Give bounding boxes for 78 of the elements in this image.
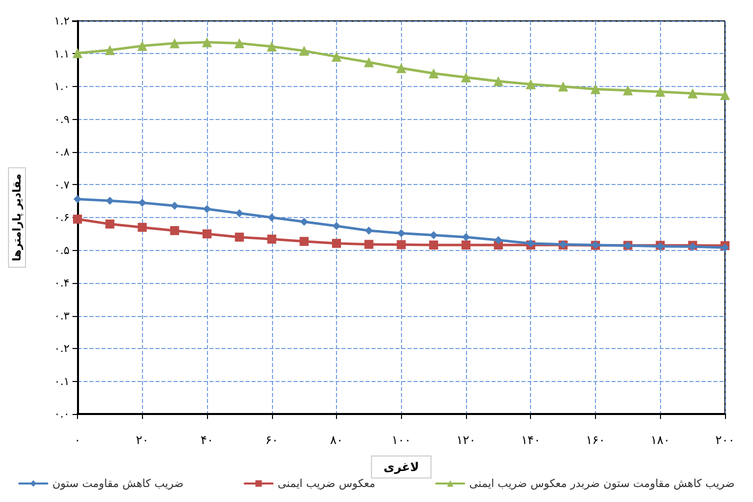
point [235,209,244,218]
x-axis-title: لاغری [383,460,420,474]
point [396,63,406,74]
y-tick-label: ۰.۷ [54,178,70,192]
y-tick-label: ۰.۹ [54,112,70,126]
point [202,37,212,48]
point [332,52,342,62]
x-tick-label: ۴۰ [200,433,214,447]
point [299,46,310,56]
x-tick-label: ۱۴۰ [521,433,540,447]
point [461,72,471,82]
y-tick-label: ۰.۳ [54,309,70,322]
point [267,234,276,244]
point [300,218,308,226]
point [73,214,82,224]
point [655,86,666,97]
point [137,40,148,51]
point [104,45,115,56]
point [720,90,730,100]
point [332,222,340,230]
point [430,231,438,240]
point [721,244,729,252]
legend-label: ضریب کاهش مقاومت ستون [52,477,184,490]
point [234,232,244,242]
point [396,240,406,250]
point [105,220,114,229]
point [429,240,438,250]
legend-label: معکوس ضریب ایمنی [278,477,376,490]
y-tick-label: ۰.۱ [54,374,70,388]
x-tick-label: ۱۲۰ [456,433,476,447]
point [266,42,277,52]
point [364,57,374,68]
point [364,226,373,235]
point [493,76,504,86]
point [590,84,600,94]
y-tick-label: ۰.۶ [54,211,70,224]
point [397,229,406,238]
y-tick-label: ۰.۲ [54,342,70,355]
point [138,198,146,207]
point [170,226,180,236]
x-tick-label: ۶۰ [265,433,278,447]
y-tick-label: ۰.۵ [54,244,70,257]
point [138,222,147,232]
y-tick-label: ۰.۰ [54,408,70,420]
point [688,88,698,98]
point [494,236,502,244]
point [462,233,470,242]
point [268,214,276,222]
x-tick-label: ۲۰ [136,433,149,447]
y-tick-label: ۰.۸ [54,146,70,158]
point [428,68,439,78]
x-tick-label: ۸۰ [330,433,343,447]
point [300,236,309,246]
point [558,82,568,92]
x-tick-label: ۱۶۰ [586,433,606,447]
point [462,240,470,250]
y-tick-label: ۱.۰ [54,80,70,93]
legend-label: ضریب کاهش مقاومت ستون ضربدر معکوس ضریب ایمنی [469,477,735,490]
point [74,195,82,204]
point [202,229,212,238]
point [332,238,341,248]
y-tick-label: ۰.۴ [54,276,70,290]
point [106,196,114,205]
point [203,204,211,213]
x-tick-label: ۱۰۰ [392,433,411,447]
x-tick-label: ۲۰۰ [715,433,735,447]
x-tick-label: ۱۸۰ [650,433,670,447]
y-axis-title: مقادیر پارامترها [10,174,24,262]
point [526,79,536,90]
y-tick-label: ۱.۲ [54,14,70,28]
y-tick-label: ۱.۱ [54,47,70,60]
point [364,240,374,249]
point [170,202,179,210]
point [170,38,180,48]
point [622,85,633,96]
point [72,48,82,58]
point [234,38,244,48]
x-tick-label: ۰ [74,433,81,447]
